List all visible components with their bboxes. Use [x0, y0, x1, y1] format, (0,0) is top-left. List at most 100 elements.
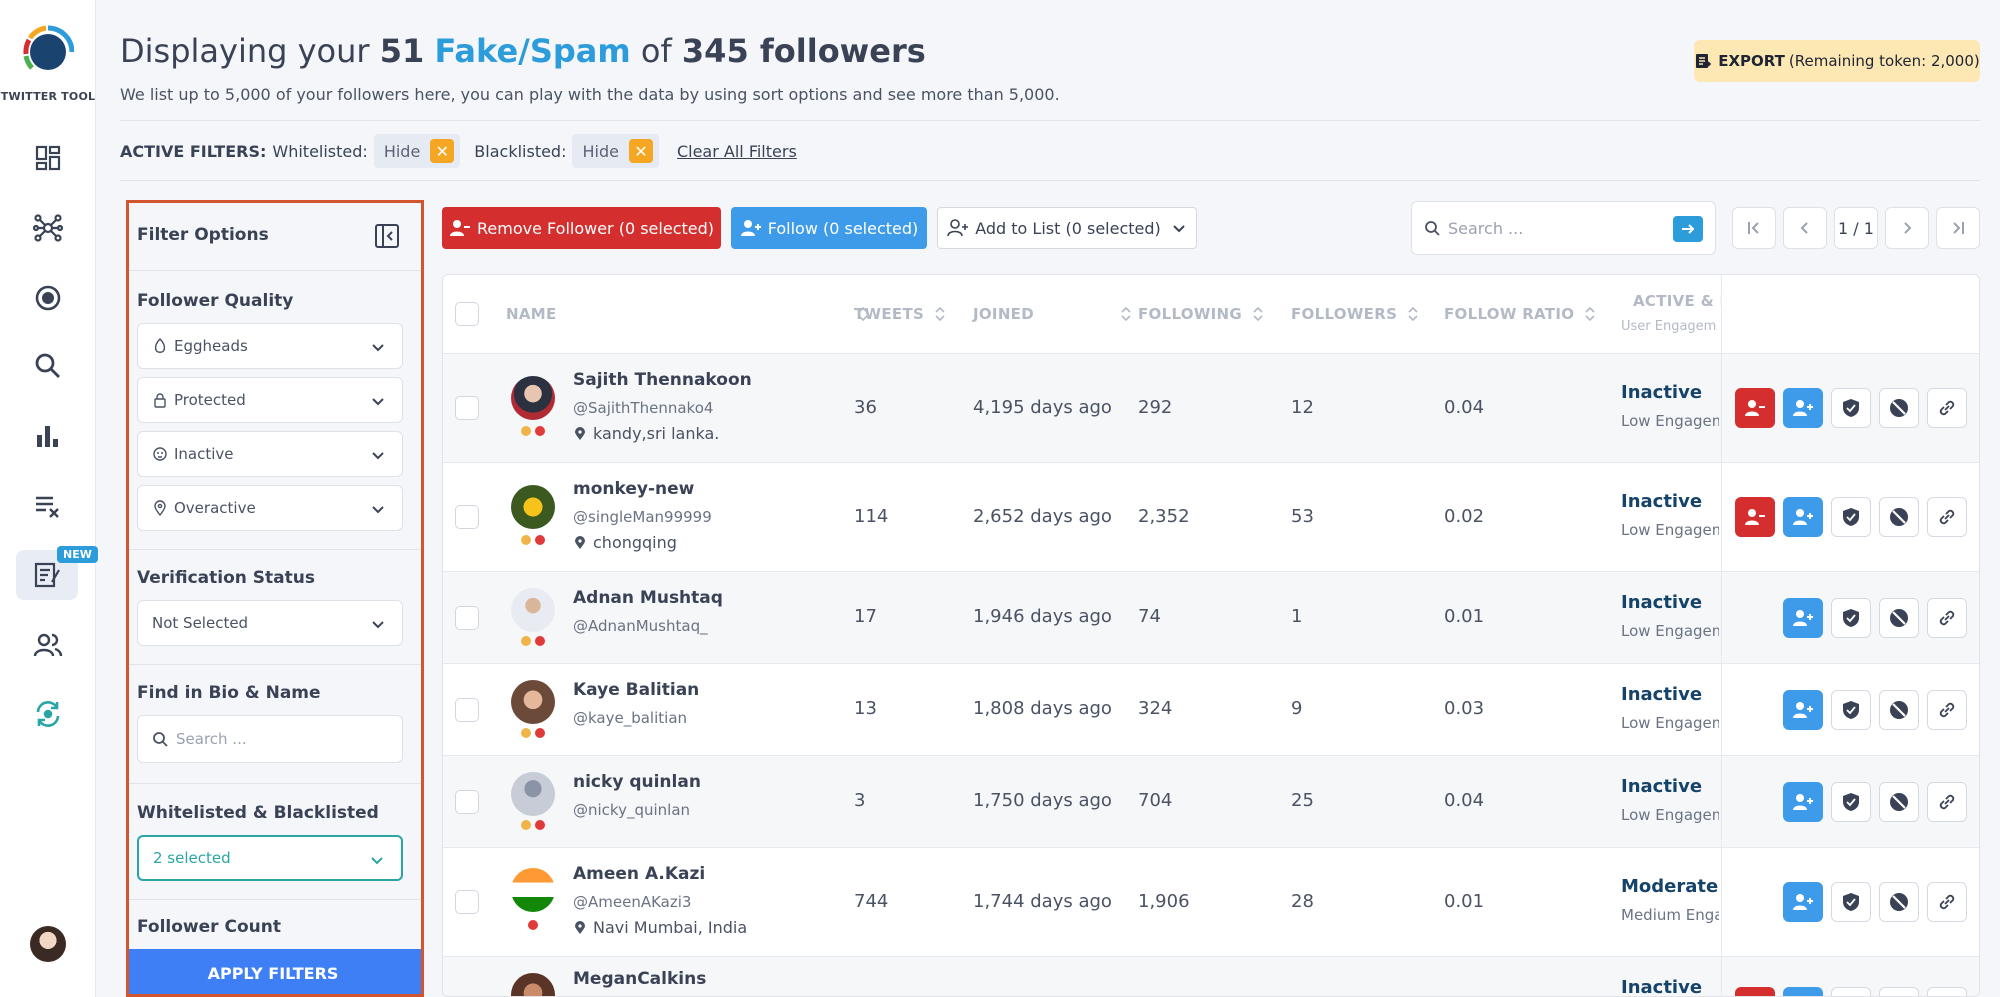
follow-row-button[interactable] [1783, 782, 1823, 822]
select-all-checkbox[interactable] [455, 302, 479, 326]
blacklist-row-button[interactable] [1879, 882, 1919, 922]
export-button[interactable]: EXPORT (Remaining token: 2,000) [1694, 40, 1980, 82]
verification-select[interactable]: Not Selected [137, 600, 403, 646]
remove-follower-button[interactable]: Remove Follower (0 selected) [442, 207, 721, 249]
avatar[interactable] [511, 588, 555, 632]
avatar[interactable] [511, 772, 555, 816]
row-checkbox[interactable] [455, 505, 479, 529]
remove-blacklisted-filter-icon[interactable]: ✕ [628, 139, 653, 163]
following-cell: 1,906 [1138, 891, 1190, 912]
overactive-select[interactable]: Overactive [137, 485, 403, 531]
nav-clear-list[interactable] [28, 486, 68, 526]
row-checkbox[interactable] [455, 396, 479, 420]
follower-handle[interactable]: @SajithThennako4 [573, 399, 714, 417]
whitelist-row-button[interactable] [1831, 690, 1871, 730]
profile-link-row-button[interactable] [1927, 987, 1967, 996]
follow-row-button[interactable] [1783, 598, 1823, 638]
avatar[interactable] [511, 868, 555, 912]
row-checkbox[interactable] [455, 790, 479, 814]
blacklist-row-button[interactable] [1879, 690, 1919, 730]
first-page-button[interactable] [1732, 207, 1776, 249]
col-joined[interactable]: JOINED [973, 275, 1132, 353]
row-checkbox[interactable] [455, 890, 479, 914]
follower-handle[interactable]: @kaye_balitian [573, 709, 688, 727]
whitelist-row-button[interactable] [1831, 598, 1871, 638]
follow-row-button[interactable] [1783, 388, 1823, 428]
follow-row-button[interactable] [1783, 497, 1823, 537]
avatar[interactable] [511, 485, 555, 529]
chevron-down-icon [1173, 225, 1185, 233]
remove-follower-row-button[interactable] [1735, 987, 1775, 996]
user-avatar[interactable] [30, 926, 66, 962]
bio-search-input[interactable]: Search ... [137, 715, 403, 763]
whitelist-row-button[interactable] [1831, 388, 1871, 428]
follower-name[interactable]: monkey-new [573, 479, 695, 499]
follower-handle[interactable]: @AmeenAKazi3 [573, 893, 692, 911]
nav-network[interactable] [28, 208, 68, 248]
eggheads-select[interactable]: Eggheads [137, 323, 403, 369]
blacklist-row-button[interactable] [1879, 598, 1919, 638]
follower-name[interactable]: Adnan Mushtaq [573, 588, 723, 608]
profile-link-row-button[interactable] [1927, 882, 1967, 922]
nav-users[interactable] [28, 625, 68, 665]
col-tweets[interactable]: TWEETS [854, 275, 946, 353]
wl-bl-select[interactable]: 2 selected [137, 835, 403, 881]
nav-dashboard[interactable] [28, 138, 68, 178]
col-following[interactable]: FOLLOWING [1138, 275, 1264, 353]
app-logo[interactable] [22, 24, 74, 76]
add-user-icon [1793, 794, 1813, 810]
follow-row-button[interactable] [1783, 690, 1823, 730]
search-submit-button[interactable] [1673, 216, 1703, 242]
row-checkbox[interactable] [455, 698, 479, 722]
last-page-button[interactable] [1936, 207, 1980, 249]
blacklist-row-button[interactable] [1879, 497, 1919, 537]
blacklist-row-button[interactable] [1879, 388, 1919, 428]
follow-row-button[interactable] [1783, 882, 1823, 922]
follower-name[interactable]: Sajith Thennakoon [573, 370, 752, 390]
avatar[interactable] [511, 973, 555, 996]
whitelist-row-button[interactable] [1831, 497, 1871, 537]
blacklist-row-button[interactable] [1879, 987, 1919, 996]
follower-handle[interactable]: @AdnanMushtaq_ [573, 617, 708, 635]
col-activity[interactable]: ACTIVE & I [1633, 292, 1721, 310]
profile-link-row-button[interactable] [1927, 690, 1967, 730]
follower-handle[interactable]: @nicky_quinlan [573, 801, 691, 819]
profile-link-row-button[interactable] [1927, 497, 1967, 537]
blacklist-row-button[interactable] [1879, 782, 1919, 822]
nav-target[interactable] [28, 278, 68, 318]
avatar[interactable] [511, 680, 555, 724]
inactive-select[interactable]: Inactive [137, 431, 403, 477]
prev-page-button[interactable] [1783, 207, 1827, 249]
follower-name[interactable]: Ameen A.Kazi [573, 864, 706, 884]
nav-analytics[interactable] [28, 416, 68, 456]
protected-select[interactable]: Protected [137, 377, 403, 423]
whitelist-row-button[interactable] [1831, 882, 1871, 922]
follow-row-button[interactable] [1783, 987, 1823, 996]
remove-follower-row-button[interactable] [1735, 497, 1775, 537]
follow-button[interactable]: Follow (0 selected) [731, 207, 927, 249]
col-followers[interactable]: FOLLOWERS [1291, 275, 1419, 353]
apply-filters-button[interactable]: APPLY FILTERS [129, 949, 421, 994]
row-checkbox[interactable] [455, 606, 479, 630]
clear-all-filters-link[interactable]: Clear All Filters [676, 141, 797, 161]
collapse-panel-icon[interactable] [374, 223, 400, 249]
table-search-input[interactable]: Search ... [1411, 201, 1716, 255]
avatar[interactable] [511, 376, 555, 420]
next-page-button[interactable] [1885, 207, 1929, 249]
follower-name[interactable]: Kaye Balitian [573, 680, 700, 700]
profile-link-row-button[interactable] [1927, 598, 1967, 638]
follower-name[interactable]: nicky quinlan [573, 772, 701, 792]
remove-whitelisted-filter-icon[interactable]: ✕ [430, 139, 455, 163]
follower-name[interactable]: MeganCalkins [573, 969, 707, 989]
nav-sync[interactable] [28, 694, 68, 734]
whitelist-row-button[interactable] [1831, 987, 1871, 996]
profile-link-row-button[interactable] [1927, 782, 1967, 822]
add-to-list-button[interactable]: Add to List (0 selected) [937, 207, 1197, 249]
whitelist-row-button[interactable] [1831, 782, 1871, 822]
profile-link-row-button[interactable] [1927, 388, 1967, 428]
col-follow-ratio[interactable]: FOLLOW RATIO [1444, 275, 1596, 353]
follower-handle[interactable]: @singleMan99999 [573, 508, 712, 526]
col-name[interactable]: NAME [506, 275, 869, 353]
remove-follower-row-button[interactable] [1735, 388, 1775, 428]
nav-search[interactable] [28, 346, 68, 386]
